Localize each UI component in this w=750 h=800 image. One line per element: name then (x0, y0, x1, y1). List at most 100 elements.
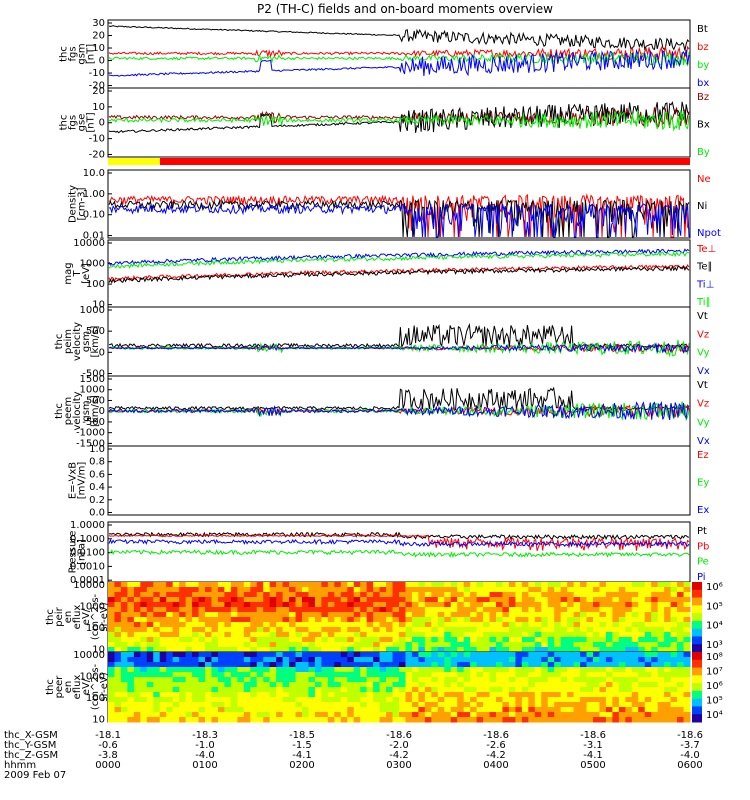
heatmap-cell (444, 717, 452, 723)
heatmap-cell (340, 627, 348, 633)
heatmap-cell (424, 682, 432, 688)
heatmap-cell (437, 627, 445, 633)
heatmap-cell (547, 607, 555, 613)
heatmap-cell (172, 612, 180, 618)
heatmap-cell (230, 597, 238, 603)
heatmap-cell (457, 702, 465, 708)
heatmap-cell (411, 617, 419, 623)
heatmap-cell (192, 657, 200, 663)
heatmap-cell (392, 632, 400, 638)
heatmap-cell (302, 597, 309, 603)
heatmap-cell (593, 717, 600, 723)
heatmap-cell (179, 612, 187, 618)
heatmap-cell (560, 677, 568, 683)
heatmap-cell (327, 692, 335, 698)
heatmap-cell (321, 647, 329, 653)
heatmap-cell (586, 677, 594, 683)
xaxis-value: -3.1 (583, 740, 603, 751)
heatmap-cell (599, 717, 607, 723)
heatmap-cell (217, 702, 225, 708)
xaxis-value: -0.6 (98, 740, 118, 751)
heatmap-cell (483, 612, 491, 618)
heatmap-cell (353, 637, 361, 643)
heatmap-cell (289, 637, 297, 643)
heatmap-cell (373, 642, 381, 648)
heatmap-cell (405, 647, 413, 653)
heatmap-cell (217, 637, 225, 643)
heatmap-cell (625, 712, 633, 718)
heatmap-cell (664, 647, 672, 653)
heatmap-cell (230, 637, 238, 643)
heatmap-cell (179, 642, 187, 648)
heatmap-cell (211, 622, 219, 628)
heatmap-cell (230, 717, 238, 723)
heatmap-cell (217, 692, 225, 698)
heatmap-cell (580, 717, 588, 723)
heatmap-cell (593, 662, 600, 668)
heatmap-cell (664, 637, 672, 643)
xaxis-row-label: thc_Y-GSM (4, 740, 56, 751)
heatmap-cell (230, 712, 238, 718)
heatmap-cell (146, 622, 154, 628)
heatmap-cell (133, 682, 141, 688)
heatmap-cell (243, 712, 251, 718)
heatmap-cell (302, 647, 309, 653)
ytick-label: 0 (99, 118, 105, 129)
heatmap-cell (657, 622, 665, 628)
heatmap-cell (373, 627, 381, 633)
heatmap-cell (483, 592, 491, 598)
heatmap-cell (166, 592, 174, 598)
heatmap-cell (567, 607, 575, 613)
heatmap-cell (612, 677, 620, 683)
heatmap-cell (573, 587, 581, 593)
heatmap-cell (463, 612, 471, 618)
heatmap-cell (431, 677, 439, 683)
heatmap-cell (521, 607, 529, 613)
heatmap-cell (205, 622, 212, 628)
heatmap-cell (276, 652, 284, 658)
heatmap-cell (224, 687, 232, 693)
heatmap-cell (198, 712, 206, 718)
heatmap-cell (224, 647, 232, 653)
heatmap-cell (314, 707, 322, 713)
heatmap-cell (670, 682, 678, 688)
heatmap-cell (457, 692, 465, 698)
heatmap-cell (554, 627, 562, 633)
heatmap-cell (651, 617, 659, 623)
heatmap-cell (418, 702, 426, 708)
heatmap-cell (470, 607, 478, 613)
heatmap-cell (631, 687, 639, 693)
heatmap-cell (308, 702, 316, 708)
heatmap-cell (677, 662, 685, 668)
heatmap-cell (411, 687, 419, 693)
heatmap-cell (644, 672, 652, 678)
heatmap-cell (424, 662, 432, 668)
heatmap-cell (489, 587, 497, 593)
heatmap-cell (127, 657, 135, 663)
heatmap-cell (282, 582, 290, 588)
heatmap-cell (366, 677, 374, 683)
heatmap-cell (140, 692, 148, 698)
heatmap-cell (263, 677, 271, 683)
heatmap-cell (198, 622, 206, 628)
heatmap-cell (573, 702, 581, 708)
ylabel-line: [cm-3] (77, 187, 88, 220)
heatmap-cell (605, 607, 613, 613)
heatmap-cell (547, 682, 555, 688)
heatmap-cell (670, 582, 678, 588)
heatmap-cell (302, 627, 309, 633)
heatmap-cell (302, 657, 309, 663)
heatmap-cell (554, 712, 562, 718)
heatmap-cell (431, 612, 439, 618)
ytick-label: -20 (89, 81, 105, 92)
heatmap-cell (631, 717, 639, 723)
heatmap-cell (399, 622, 406, 628)
heatmap-cell (664, 597, 672, 603)
heatmap-cell (586, 587, 594, 593)
heatmap-cell (502, 672, 510, 678)
heatmap-cell (599, 642, 607, 648)
heatmap-cell (489, 642, 497, 648)
heatmap-cell (534, 607, 542, 613)
heatmap-cell (366, 682, 374, 688)
ylabel-line: Density (68, 185, 79, 223)
